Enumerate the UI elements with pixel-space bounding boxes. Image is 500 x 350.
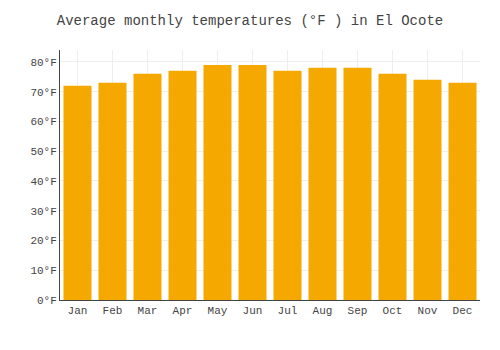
svg-text:Average monthly temperatures (: Average monthly temperatures (°F ) in El… xyxy=(57,13,443,29)
svg-text:Sep: Sep xyxy=(348,305,368,317)
svg-text:Feb: Feb xyxy=(103,305,123,317)
svg-text:0°F: 0°F xyxy=(37,295,57,307)
svg-text:10°F: 10°F xyxy=(30,265,56,277)
svg-text:Jan: Jan xyxy=(68,305,88,317)
svg-text:70°F: 70°F xyxy=(30,87,56,99)
svg-text:Oct: Oct xyxy=(383,305,403,317)
svg-text:Nov: Nov xyxy=(418,305,438,317)
svg-text:50°F: 50°F xyxy=(30,146,56,158)
svg-text:80°F: 80°F xyxy=(30,57,56,69)
svg-text:Mar: Mar xyxy=(138,305,158,317)
svg-text:Jun: Jun xyxy=(243,305,263,317)
svg-text:Dec: Dec xyxy=(453,305,473,317)
svg-text:60°F: 60°F xyxy=(30,116,56,128)
svg-text:May: May xyxy=(208,305,228,317)
svg-text:40°F: 40°F xyxy=(30,176,56,188)
svg-text:30°F: 30°F xyxy=(30,206,56,218)
svg-text:Apr: Apr xyxy=(173,305,193,317)
svg-text:Jul: Jul xyxy=(278,305,298,317)
svg-text:Aug: Aug xyxy=(313,305,333,317)
svg-text:20°F: 20°F xyxy=(30,235,56,247)
